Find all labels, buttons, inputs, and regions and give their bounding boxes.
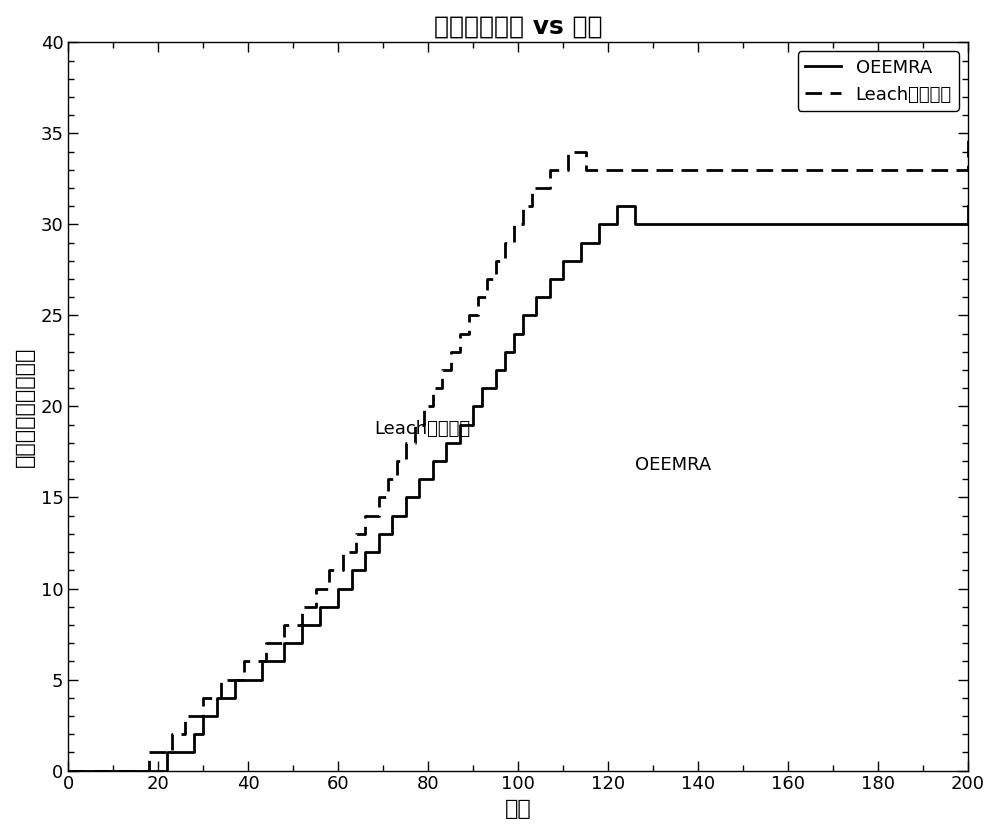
Leach改进算法 [517,201,529,211]
Leach改进算法 [962,128,974,138]
Leach改进算法 [62,766,74,776]
Line: Leach改进算法: Leach改进算法 [68,133,968,771]
OEEMRA [211,693,223,703]
Y-axis label: 死亡节点个数（个）: 死亡节点个数（个） [15,346,35,467]
Leach改进算法 [814,165,826,175]
Line: OEEMRA: OEEMRA [68,206,968,771]
OEEMRA [197,711,209,721]
OEEMRA [611,201,623,211]
OEEMRA [962,201,974,211]
Text: OEEMRA: OEEMRA [635,456,711,475]
OEEMRA [499,347,511,357]
Leach改进算法 [166,747,178,757]
Title: 死亡节点个数 vs 轮数: 死亡节点个数 vs 轮数 [434,15,602,39]
OEEMRA [62,766,74,776]
Leach改进算法 [962,128,974,138]
Legend: OEEMRA, Leach改进算法: OEEMRA, Leach改进算法 [798,52,959,111]
OEEMRA [746,219,758,229]
Leach改进算法 [562,147,574,157]
Text: Leach改进算法: Leach改进算法 [374,420,470,438]
OEEMRA [611,219,623,229]
Leach改进算法 [598,165,610,175]
OEEMRA [544,274,556,284]
Leach改进算法 [517,219,529,229]
X-axis label: 轮数: 轮数 [505,799,532,819]
